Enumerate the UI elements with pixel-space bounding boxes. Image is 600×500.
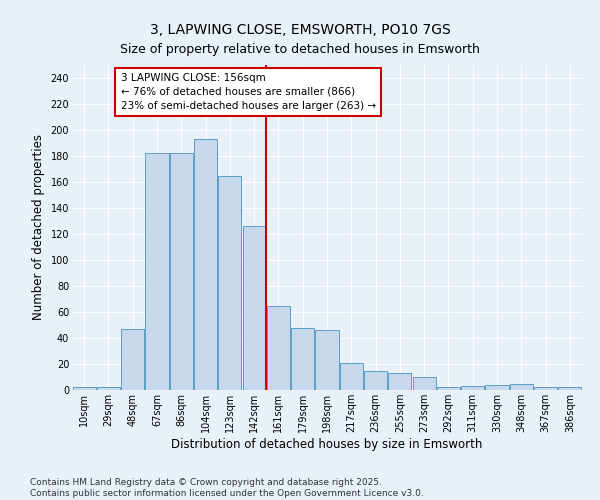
Bar bbox=[170, 154, 193, 390]
Bar bbox=[340, 362, 363, 390]
Bar bbox=[413, 377, 436, 390]
Bar bbox=[388, 373, 412, 390]
Bar bbox=[218, 176, 241, 390]
Bar bbox=[145, 154, 169, 390]
Bar bbox=[242, 226, 266, 390]
Bar bbox=[291, 328, 314, 390]
Bar bbox=[121, 329, 144, 390]
Bar bbox=[194, 139, 217, 390]
Bar bbox=[534, 388, 557, 390]
Bar bbox=[461, 386, 484, 390]
Bar bbox=[316, 330, 338, 390]
Y-axis label: Number of detached properties: Number of detached properties bbox=[32, 134, 45, 320]
Text: Contains HM Land Registry data © Crown copyright and database right 2025.
Contai: Contains HM Land Registry data © Crown c… bbox=[30, 478, 424, 498]
Bar bbox=[97, 388, 120, 390]
Bar bbox=[73, 388, 95, 390]
Bar bbox=[267, 306, 290, 390]
Bar bbox=[437, 388, 460, 390]
X-axis label: Distribution of detached houses by size in Emsworth: Distribution of detached houses by size … bbox=[172, 438, 482, 451]
Bar bbox=[364, 370, 387, 390]
Text: 3, LAPWING CLOSE, EMSWORTH, PO10 7GS: 3, LAPWING CLOSE, EMSWORTH, PO10 7GS bbox=[149, 22, 451, 36]
Bar bbox=[510, 384, 533, 390]
Bar bbox=[559, 388, 581, 390]
Bar bbox=[485, 385, 509, 390]
Text: 3 LAPWING CLOSE: 156sqm
← 76% of detached houses are smaller (866)
23% of semi-d: 3 LAPWING CLOSE: 156sqm ← 76% of detache… bbox=[121, 73, 376, 111]
Text: Size of property relative to detached houses in Emsworth: Size of property relative to detached ho… bbox=[120, 42, 480, 56]
